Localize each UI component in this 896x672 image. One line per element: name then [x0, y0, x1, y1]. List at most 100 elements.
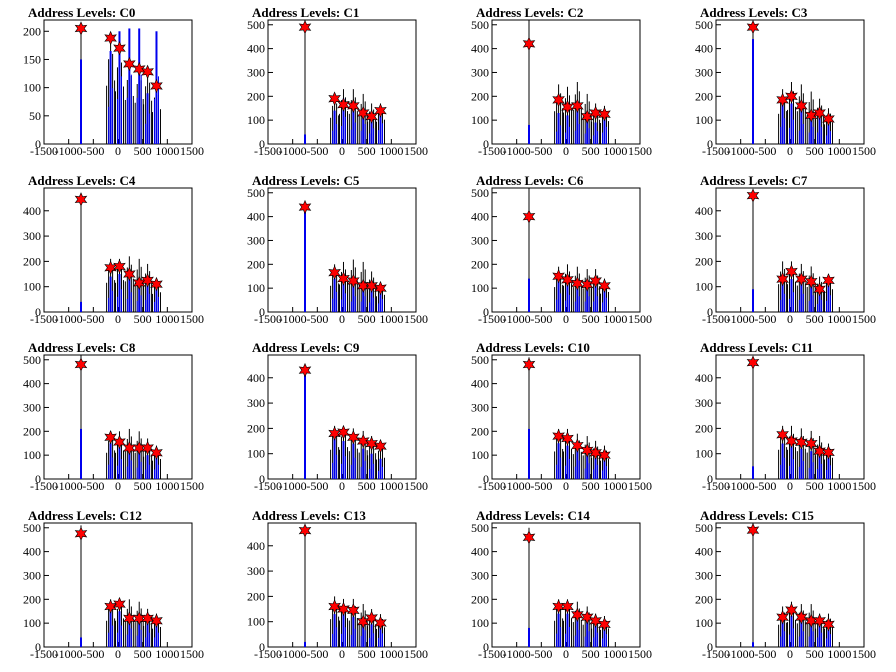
chart-panel: Address Levels: C50100200300400500-1500-… [247, 173, 428, 326]
x-tick-label: 1000 [827, 647, 851, 661]
peak-marker [374, 615, 387, 631]
peak-marker [141, 64, 154, 80]
y-tick-label: 400 [247, 42, 265, 56]
bin-blue [800, 620, 803, 647]
bin-blue [362, 448, 365, 479]
x-tick-label: 1500 [180, 144, 204, 158]
x-tick-label: -500 [754, 647, 776, 661]
peak-marker [141, 440, 154, 456]
y-tick-label: 400 [247, 371, 265, 385]
x-tick-label: -1000 [727, 647, 755, 661]
x-tick-label: 1000 [603, 479, 627, 493]
peak-marker [123, 266, 136, 282]
y-tick-label: 0 [483, 640, 489, 654]
bin-blue [528, 428, 530, 479]
peak-marker [132, 61, 146, 77]
y-tick-label: 300 [247, 233, 265, 247]
peak-marker [298, 199, 312, 215]
x-tick-label: -1000 [727, 144, 755, 158]
y-tick-label: 100 [471, 448, 489, 462]
y-tick-label: 0 [707, 472, 713, 486]
x-tick-label: -1000 [727, 312, 755, 326]
peak-marker [552, 599, 565, 614]
chart-title: Address Levels: C3 [700, 5, 808, 20]
peak-marker [785, 433, 798, 449]
y-tick-label: 400 [247, 539, 265, 553]
bin-blue [342, 281, 345, 312]
bin-blue [790, 446, 793, 479]
x-tick-label: 1500 [628, 647, 652, 661]
chart-panel: Address Levels: C7 0 100 200 300 400 -1500-100… [695, 173, 876, 326]
x-tick-label: 0 [115, 312, 121, 326]
bin-blue [362, 110, 365, 144]
peak-marker [571, 98, 584, 114]
bin-blue [138, 450, 141, 479]
y-tick-label: 0 [259, 640, 265, 654]
y-tick-label: 400 [695, 204, 713, 218]
x-tick-label: -1500 [702, 144, 730, 158]
x-tick-label: -1500 [254, 312, 282, 326]
y-tick-label: 0 [483, 305, 489, 319]
x-tick-label: 1000 [603, 312, 627, 326]
bin-blue [379, 109, 382, 144]
x-tick-label: 0 [563, 479, 569, 493]
x-tick-label: -500 [754, 479, 776, 493]
x-tick-label: -1500 [702, 479, 730, 493]
peak-marker [552, 268, 565, 284]
chart-title: Address Levels: C0 [28, 5, 135, 20]
x-tick-label: -1500 [478, 647, 506, 661]
bin-blue [146, 623, 149, 647]
x-tick-label: 1000 [827, 312, 851, 326]
bin-blue [810, 451, 813, 479]
bin-blue [827, 456, 830, 479]
chart-panel: Address Levels: C9 0 100 200 300 400 -1500-100… [247, 340, 428, 493]
bin-blue [352, 285, 355, 312]
peak-marker [776, 92, 789, 108]
bin-blue [818, 115, 821, 144]
x-tick-label: -1500 [254, 647, 282, 661]
y-tick-label: 400 [23, 377, 41, 391]
y-tick-label: 500 [247, 186, 265, 200]
plot-frame [715, 522, 865, 648]
peak-marker [356, 105, 370, 121]
peak-marker [104, 30, 117, 46]
bin-blue [109, 276, 112, 312]
chart-panel: Address Levels: C10100200300400500-1500-… [247, 5, 428, 158]
y-tick-label: 300 [695, 568, 713, 582]
x-tick-label: 0 [115, 647, 121, 661]
x-tick-label: 500 [134, 312, 152, 326]
bin-blue [557, 281, 560, 312]
bin-blue [80, 59, 82, 144]
peak-marker [795, 435, 808, 450]
x-tick-label: 1000 [379, 647, 403, 661]
peak-marker [374, 103, 387, 118]
x-tick-label: -500 [82, 647, 104, 661]
y-tick-label: 300 [695, 396, 713, 410]
y-tick-label: 300 [247, 564, 265, 578]
y-tick-label: 300 [695, 229, 713, 243]
peak-marker [150, 276, 163, 292]
chart-panel: Address Levels: C4 0 100 200 300 400 -1500-100… [23, 173, 204, 326]
peak-marker [328, 91, 341, 106]
peak-marker [746, 355, 760, 370]
bin-blue [557, 613, 560, 647]
x-tick-label: 1500 [852, 312, 876, 326]
peak-marker [813, 613, 826, 629]
x-tick-label: -1500 [254, 144, 282, 158]
x-tick-label: 500 [582, 312, 600, 326]
chart-panel: Address Levels: C12 0 100 200 300 400 500 -1500… [23, 508, 204, 661]
y-tick-label: 0 [707, 137, 713, 151]
peak-marker [822, 617, 835, 632]
bin-blue [342, 98, 345, 144]
y-tick-label: 100 [23, 81, 41, 95]
peak-marker [113, 40, 126, 56]
chart-panel: Address Levels: C15 0 100 200 300 400 500 -1500… [695, 508, 876, 661]
chart-panel: Address Levels: C13 0 100 200 300 400 -1500-10… [247, 508, 428, 661]
y-tick-label: 100 [471, 113, 489, 127]
peak-marker [113, 434, 126, 450]
peak-marker [337, 97, 350, 112]
peak-marker [598, 106, 611, 122]
bin-blue [594, 623, 597, 647]
x-tick-label: -1000 [279, 647, 307, 661]
y-tick-label: 100 [695, 280, 713, 294]
